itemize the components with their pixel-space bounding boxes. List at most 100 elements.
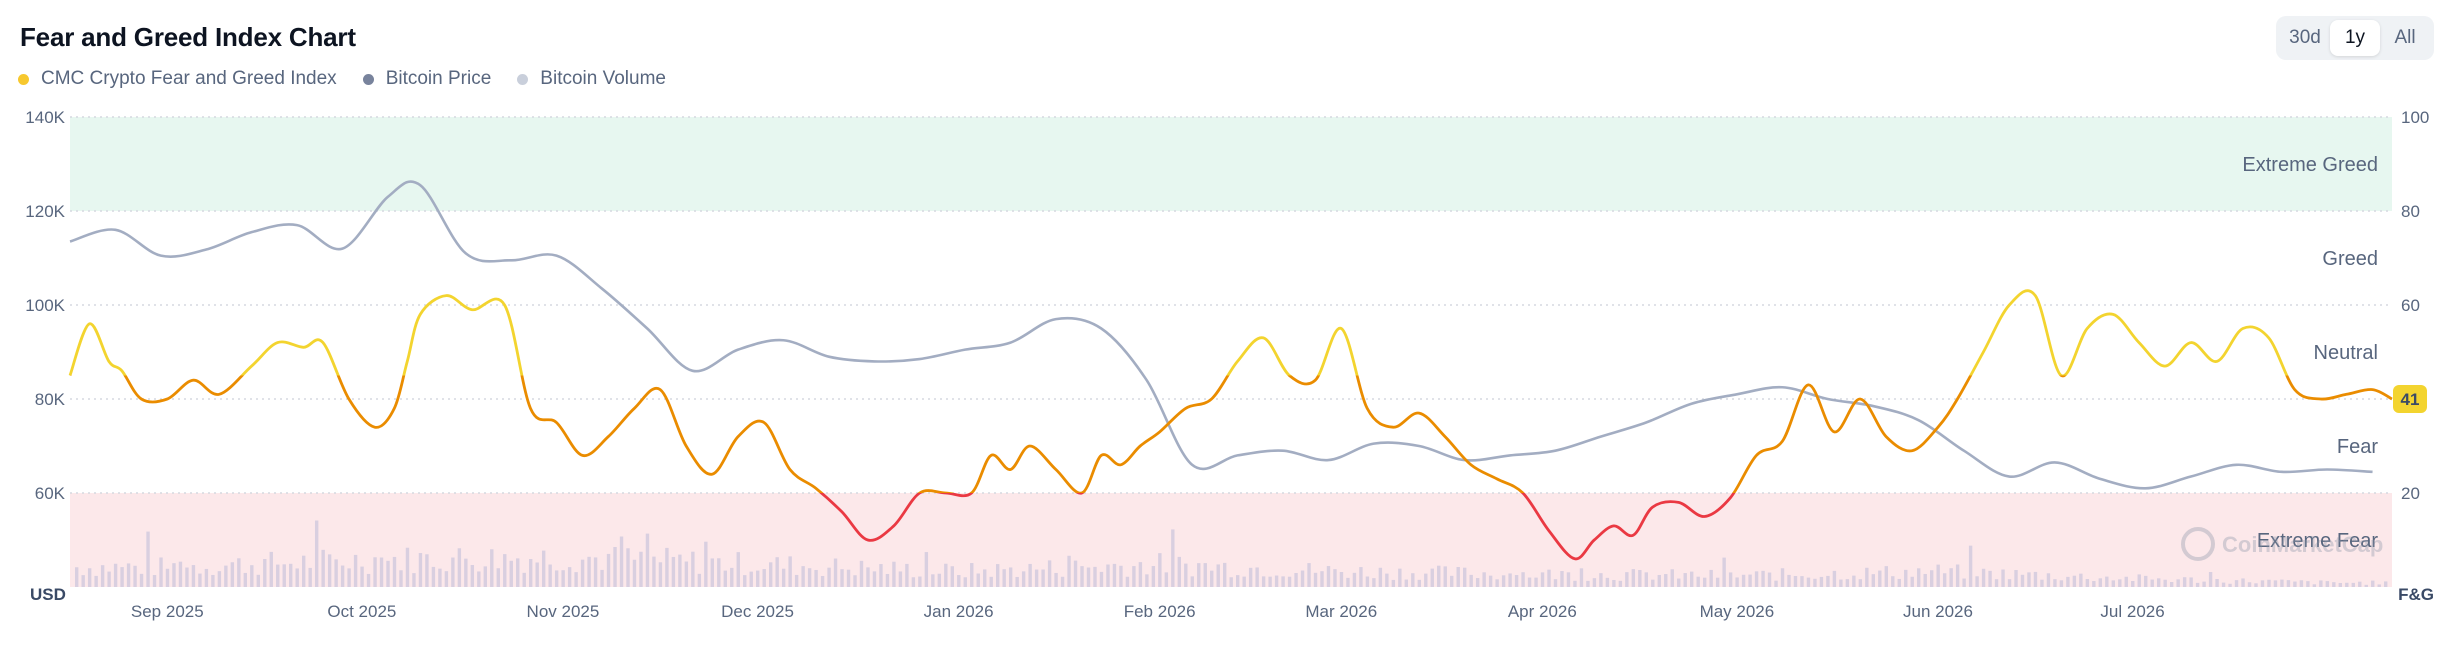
volume-bar [1806, 577, 1811, 587]
range-button-1y[interactable]: 1y [2330, 20, 2380, 56]
volume-bar [126, 563, 131, 587]
volume-bar [1002, 569, 1006, 587]
legend-item-bitcoin-price[interactable]: Bitcoin Price [362, 68, 491, 90]
volume-bar [2384, 581, 2388, 587]
volume-bar [438, 568, 442, 587]
volume-bar [872, 571, 877, 587]
volume-bar [2163, 579, 2167, 587]
volume-bar [885, 573, 890, 587]
x-tick-label: Jun 2026 [1903, 602, 1973, 621]
volume-bar [94, 575, 98, 587]
volume-bar [820, 575, 825, 587]
y-left-tick-label: 140K [25, 108, 65, 127]
volume-bar [321, 549, 325, 587]
volume-bar [1261, 576, 1266, 587]
volume-bar [1106, 564, 1110, 587]
volume-bar [2014, 570, 2018, 587]
volume-bar [1962, 578, 1966, 587]
volume-bar [159, 557, 163, 587]
volume-bar [801, 566, 805, 587]
volume-bar [172, 563, 176, 587]
volume-bar [340, 565, 345, 587]
volume-bar [1145, 574, 1149, 587]
legend-label-fear-greed: CMC Crypto Fear and Greed Index [41, 68, 337, 89]
range-button-all[interactable]: All [2394, 27, 2416, 48]
volume-bar [1793, 575, 1798, 587]
volume-bar [1638, 570, 1642, 587]
volume-bar [1119, 565, 1123, 587]
volume-bar [165, 568, 170, 587]
volume-bar [120, 567, 124, 587]
volume-bar [898, 571, 903, 587]
volume-bar [632, 559, 637, 587]
volume-bar [1326, 566, 1331, 587]
volume-bar [1450, 575, 1454, 587]
volume-bar [1495, 579, 1499, 587]
volume-bar [1586, 580, 1590, 587]
zone-band-extreme-greed [70, 117, 2392, 211]
volume-bar [730, 567, 734, 587]
volume-bar [2033, 571, 2038, 587]
range-button-30d[interactable]: 30d [2289, 27, 2321, 48]
volume-bar [2332, 582, 2336, 587]
volume-bar [976, 573, 980, 587]
volume-bar [950, 566, 955, 587]
volume-bar [1171, 529, 1175, 587]
volume-bar [327, 554, 332, 587]
volume-bar [1184, 563, 1188, 587]
volume-bar [1132, 566, 1136, 587]
volume-bar [1754, 571, 1759, 587]
volume-bar [178, 561, 183, 587]
volume-bar [496, 568, 500, 587]
volume-bar [1158, 553, 1162, 587]
volume-bar [1618, 580, 1623, 587]
y-left-tick-label: 120K [25, 202, 65, 221]
volume-bar [1988, 570, 1992, 587]
volume-bar [2131, 580, 2135, 587]
volume-bar [574, 572, 578, 587]
volume-bar [1527, 577, 1532, 587]
volume-bar [1034, 569, 1039, 587]
volume-bar [237, 558, 241, 587]
volume-bar [1287, 576, 1292, 587]
volume-bar [535, 562, 539, 587]
volume-bar [859, 560, 864, 587]
volume-bar [1981, 568, 1986, 587]
volume-bar [2371, 580, 2375, 587]
volume-bar [2137, 574, 2141, 587]
volume-bar [1534, 577, 1538, 587]
volume-bar [1819, 576, 1824, 587]
volume-bar [606, 553, 611, 587]
volume-bar [554, 570, 559, 587]
volume-bar [1462, 567, 1467, 587]
volume-bar [957, 575, 961, 587]
volume-bar [1501, 575, 1506, 587]
zone-label-greed: Greed [2322, 248, 2378, 270]
volume-bar [1761, 570, 1765, 587]
volume-bar [353, 554, 358, 587]
volume-bar [2364, 584, 2368, 587]
legend-item-bitcoin-volume[interactable]: Bitcoin Volume [517, 68, 666, 90]
legend-item-fear-greed[interactable]: CMC Crypto Fear and Greed Index [18, 68, 337, 90]
volume-bar [1728, 572, 1733, 587]
y-right-tick-label: 20 [2401, 484, 2420, 503]
volume-bar [1475, 578, 1480, 587]
volume-bar [2157, 578, 2161, 587]
volume-bar [204, 568, 209, 587]
volume-bar [1339, 571, 1344, 587]
volume-bars [74, 520, 2388, 587]
volume-bar [2144, 575, 2148, 587]
volume-bar [1735, 577, 1739, 587]
x-tick-label: Nov 2025 [527, 602, 600, 621]
volume-bar [671, 556, 676, 587]
volume-bar [1015, 576, 1019, 587]
volume-bar [243, 572, 248, 587]
volume-bar [1865, 567, 1869, 587]
volume-bar [561, 570, 565, 587]
volume-bar [2118, 579, 2122, 587]
volume-bar [2182, 577, 2187, 587]
volume-bar [756, 570, 760, 587]
volume-bar [2189, 577, 2193, 587]
volume-bar [1404, 579, 1409, 587]
